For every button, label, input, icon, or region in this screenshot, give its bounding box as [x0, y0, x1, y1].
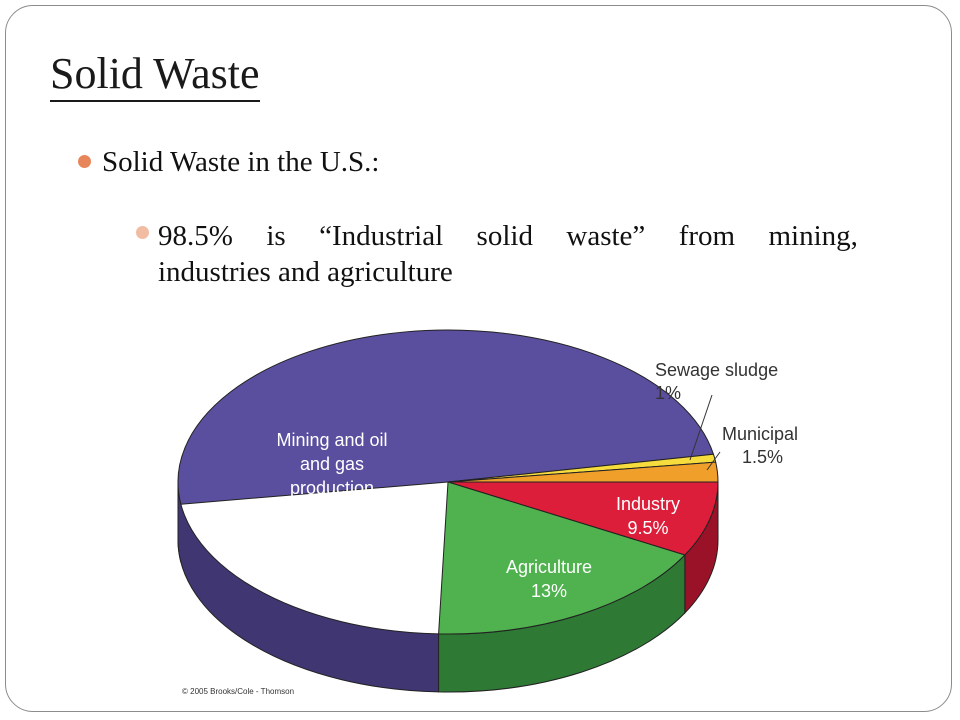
- bullet-level2-line1: 98.5% is “Industrial solid waste” from m…: [158, 218, 858, 254]
- word: solid: [476, 220, 533, 252]
- bullet-level2-line2: industries and agriculture: [158, 256, 453, 289]
- leader-line: [689, 394, 713, 461]
- slide-title: Solid Waste: [50, 52, 260, 102]
- slice-label: Municipal 1.5%: [722, 424, 798, 467]
- bullet-level2: 98.5% is “Industrial solid waste” from m…: [158, 218, 858, 291]
- word: is: [266, 220, 286, 252]
- pie-slice-0: [177, 329, 714, 505]
- pie-slice-3: [447, 481, 719, 556]
- pie-side-mining: [177, 481, 440, 693]
- word: “Industrial: [319, 220, 444, 252]
- slice-label: Industry 9.5%: [616, 494, 680, 538]
- slice-label: Agriculture 13%: [506, 557, 592, 601]
- bullet-dot-level2: [136, 226, 149, 239]
- slice-label: Mining and oil and gas production 75%: [276, 430, 387, 522]
- slice-label: Sewage sludge 1%: [655, 360, 778, 403]
- bullet-dot-level1: [78, 155, 91, 168]
- word: waste”: [566, 220, 646, 252]
- word: from: [678, 220, 736, 252]
- word: 98.5%: [158, 220, 233, 252]
- bullet-level1-text: Solid Waste in the U.S.:: [102, 146, 380, 178]
- pie-slice-4: [438, 481, 686, 635]
- copyright-text: © 2005 Brooks/Cole - Thomson: [182, 687, 295, 696]
- word: mining,: [768, 220, 858, 252]
- leader-line: [706, 451, 721, 471]
